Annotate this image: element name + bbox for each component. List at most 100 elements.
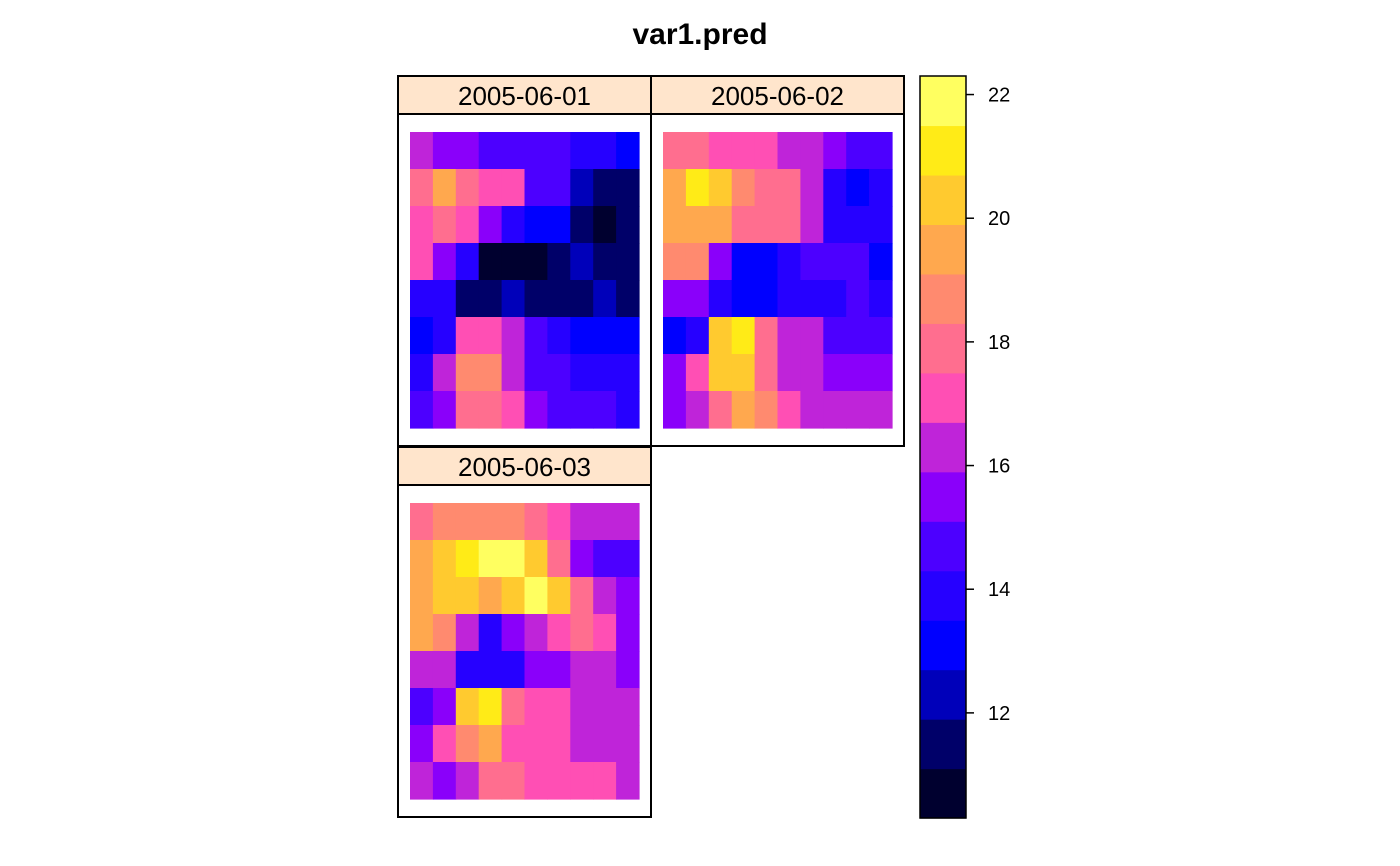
heatmap-cell [685, 132, 710, 170]
heatmap-cell [455, 725, 480, 763]
heatmap-cell [478, 243, 503, 281]
colorbar-segment [920, 372, 966, 423]
heatmap-cell [524, 688, 548, 726]
heatmap-cell [593, 614, 617, 652]
heatmap-cell [455, 391, 480, 429]
heatmap-cell [547, 354, 571, 392]
heatmap-cell [754, 280, 779, 318]
heatmap-cell [593, 540, 617, 578]
colorbar-segment [920, 620, 966, 671]
heatmap-cell [547, 540, 571, 578]
heatmap-cell [823, 354, 847, 392]
heatmap-cell [685, 206, 710, 244]
heatmap-cell [570, 762, 594, 800]
heatmap-cell [432, 243, 457, 281]
heatmap-cell [593, 169, 617, 207]
colorbar-tick-label: 22 [988, 85, 1010, 107]
heatmap-cell [478, 540, 503, 578]
heatmap-cell [754, 243, 779, 281]
heatmap-cell [501, 503, 526, 541]
heatmap-cell [616, 762, 640, 800]
heatmap-cell [731, 206, 756, 244]
heatmap-cell [478, 651, 503, 689]
heatmap-cell [455, 243, 480, 281]
heatmap-cell [410, 280, 434, 318]
heatmap-cell [570, 243, 594, 281]
heatmap-cell [616, 391, 640, 429]
panel-grid: 2005-06-01 2005-06-02 2005-06-03 [397, 75, 905, 818]
heatmap-cell [432, 206, 457, 244]
chart-title: var1.pred [632, 18, 767, 51]
heatmap-cell [524, 169, 548, 207]
heatmap-cell [731, 132, 756, 170]
colorbar-tick-label: 14 [988, 579, 1010, 601]
heatmap-cell [524, 540, 548, 578]
panel-2005-06-03: 2005-06-03 [397, 446, 652, 818]
heatmap-cell [800, 243, 824, 281]
heatmap-cell [547, 725, 571, 763]
heatmap-cell [501, 688, 526, 726]
heatmap-cell [754, 206, 779, 244]
heatmap-cell [800, 169, 824, 207]
heatmap-cell [455, 762, 480, 800]
heatmap-cell [800, 391, 824, 429]
heatmap-cell [731, 391, 756, 429]
heatmap-cell [524, 132, 548, 170]
heatmap-cell [616, 614, 640, 652]
heatmap-cell [410, 243, 434, 281]
heatmap-cell [570, 725, 594, 763]
heatmap-cell [800, 206, 824, 244]
colorbar-legend: 12 14 16 18 20 22 [919, 75, 1010, 819]
heatmap-cell [800, 132, 824, 170]
panel-strip-label: 2005-06-03 [458, 452, 591, 482]
heatmap-cell [754, 391, 779, 429]
heatmap-cell [432, 132, 457, 170]
heatmap-cell [432, 577, 457, 615]
heatmap-cell [524, 206, 548, 244]
heatmap-cell [432, 614, 457, 652]
colorbar-segment [920, 323, 966, 374]
heatmap-cell [410, 540, 434, 578]
heatmap-cell [708, 243, 733, 281]
heatmap-cell [410, 169, 434, 207]
heatmap-cell [616, 577, 640, 615]
heatmap-cell [777, 354, 801, 392]
heatmap-cell [455, 688, 480, 726]
heatmap-cell [869, 391, 893, 429]
heatmap-cell [616, 317, 640, 355]
heatmap-cell [616, 243, 640, 281]
heatmap-cell [800, 317, 824, 355]
heatmap-cell [478, 614, 503, 652]
heatmap-cell [432, 391, 457, 429]
colorbar-tick-label: 20 [988, 208, 1010, 230]
panel-strip-label: 2005-06-01 [458, 81, 591, 111]
heatmap-cell [524, 354, 548, 392]
heatmap-cell [478, 317, 503, 355]
heatmap-cell [478, 762, 503, 800]
heatmap-cell [547, 280, 571, 318]
heatmap-cell [501, 614, 526, 652]
heatmap-cell [846, 391, 870, 429]
heatmap-cell [685, 317, 710, 355]
heatmap-cell [410, 577, 434, 615]
heatmap-cell [754, 317, 779, 355]
colorbar-segment [920, 224, 966, 275]
heatmap-cell [478, 206, 503, 244]
heatmap-cell [524, 762, 548, 800]
heatmap-cell [823, 243, 847, 281]
heatmap-cell [501, 540, 526, 578]
heatmap-cell [869, 243, 893, 281]
heatmap-cell [432, 725, 457, 763]
colorbar-segment [920, 76, 966, 127]
heatmap-cell [524, 243, 548, 281]
heatmap-cell [547, 391, 571, 429]
heatmap-cell [478, 688, 503, 726]
heatmap-cell [547, 503, 571, 541]
heatmap-cell [823, 206, 847, 244]
heatmap-cell [547, 132, 571, 170]
heatmap-cell [524, 614, 548, 652]
heatmap-cell [869, 169, 893, 207]
heatmap-cell [478, 391, 503, 429]
heatmap-cell [501, 354, 526, 392]
heatmap-cell [731, 243, 756, 281]
